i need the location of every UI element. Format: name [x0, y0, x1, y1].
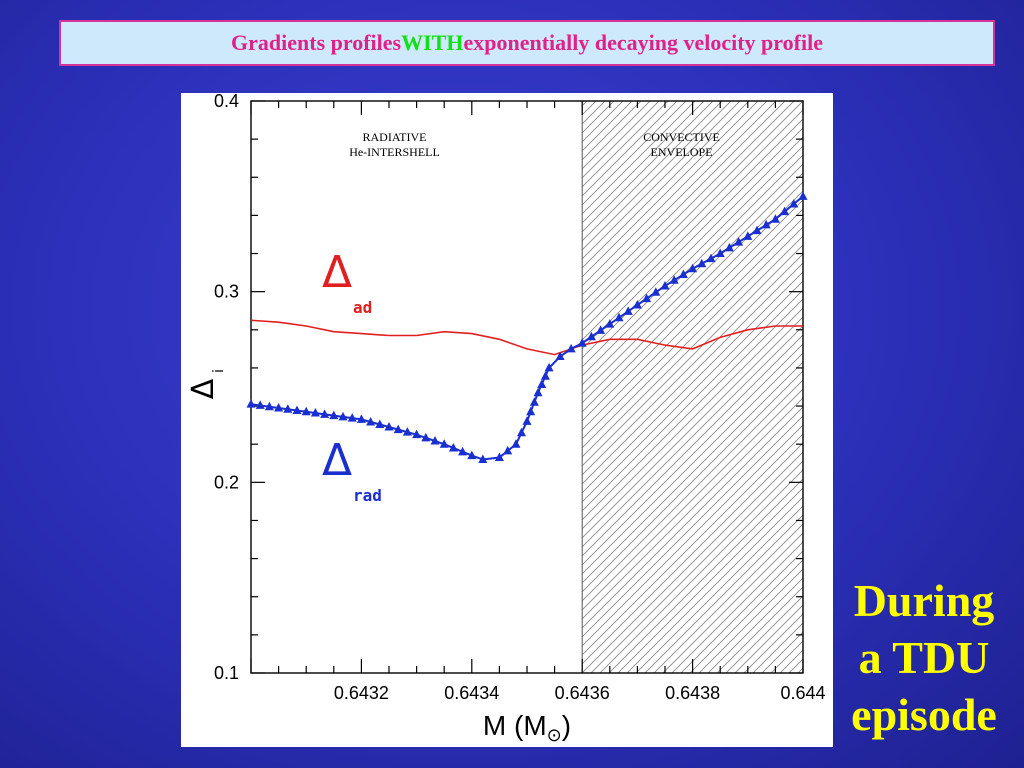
data-point-rad [467, 450, 477, 460]
data-point-rad [516, 427, 526, 437]
x-tick-label: 0.6436 [555, 683, 610, 703]
data-point-rad [338, 411, 348, 421]
label-rad-sub: rad [353, 486, 382, 505]
region-label: ENVELOPE [651, 145, 713, 159]
title-text-part2: exponentially decaying velocity profile [463, 30, 823, 55]
data-point-rad [533, 387, 543, 397]
series-line-ad [250, 319, 803, 356]
caption-line-2: a TDU [858, 632, 990, 683]
data-point-rad [715, 248, 725, 258]
slide-title: Gradients profiles WITH exponentially de… [59, 20, 995, 66]
x-tick-label: 0.6434 [444, 683, 499, 703]
caption-line-1: During [853, 575, 995, 626]
y-tick-label: 0.4 [214, 93, 239, 111]
data-point-rad [356, 414, 366, 423]
data-point-rad [320, 409, 330, 418]
region-label: He-INTERSHELL [349, 145, 440, 159]
data-point-rad [494, 452, 504, 462]
data-point-rad [347, 413, 357, 422]
data-point-rad [384, 422, 394, 431]
data-point-rad [301, 406, 311, 416]
data-point-rad [761, 219, 771, 229]
data-point-rad [566, 343, 576, 353]
data-point-rad [439, 439, 449, 448]
data-point-rad [478, 454, 488, 463]
y-tick-label: 0.1 [214, 663, 239, 683]
label-ad-sub: ad [353, 298, 372, 317]
data-point-rad [651, 287, 661, 296]
data-point-rad [669, 275, 679, 284]
data-point-rad [375, 419, 385, 428]
data-point-rad [448, 443, 458, 452]
data-point-rad [522, 416, 532, 425]
data-point-rad [283, 404, 293, 413]
data-point-rad [660, 280, 670, 290]
data-point-rad [724, 242, 734, 252]
series-line-rad [250, 195, 804, 461]
chart-panel: 0.6432 0.6434 0.6436 0.6438 0.644 0.1 0.2 0.3 0.… [181, 93, 833, 747]
data-point-rad [537, 379, 547, 388]
data-point-rad [458, 446, 468, 456]
title-text-part1: Gradients profiles [231, 30, 402, 55]
data-point-rad [614, 312, 624, 322]
data-point-rad [402, 427, 412, 436]
convective-region-hatch [582, 101, 803, 673]
data-point-rad [632, 300, 642, 309]
data-point-rad [274, 402, 284, 412]
data-point-rad [246, 399, 256, 408]
y-axis-label-sub: i [211, 369, 227, 373]
data-point-rad [752, 225, 762, 235]
data-point-rad [393, 424, 403, 434]
data-point-rad [697, 258, 707, 268]
data-point-rad [596, 325, 606, 334]
data-point-rad [678, 269, 688, 279]
data-point-rad [577, 338, 587, 347]
y-tick-label: 0.3 [214, 282, 239, 302]
data-point-rad [292, 405, 302, 415]
label-rad-symbol: Δ [322, 435, 352, 486]
x-tick-label: 0.6438 [665, 683, 720, 703]
title-highlight: WITH [401, 30, 464, 55]
data-point-rad [798, 191, 808, 200]
data-point-rad [430, 436, 440, 445]
data-point-rad [780, 206, 790, 216]
data-point-rad [770, 214, 780, 223]
y-axis-label-symbol: Δ [186, 378, 221, 399]
x-tick-label: 0.644 [780, 683, 825, 703]
data-point-rad [642, 293, 652, 303]
gradient-profile-chart: 0.6432 0.6434 0.6436 0.6438 0.644 0.1 0.2 0.3 0.… [186, 93, 826, 745]
data-point-rad [421, 432, 431, 442]
data-point-rad [511, 439, 521, 448]
y-axis-label: Δi [186, 369, 227, 399]
caption-line-3: episode [851, 689, 997, 740]
data-point-rad [743, 231, 753, 240]
data-point-rad [540, 371, 550, 380]
data-point-rad [503, 445, 513, 455]
data-point-rad [789, 198, 799, 208]
x-tick-label: 0.6432 [334, 683, 389, 703]
data-point-rad [412, 429, 422, 439]
data-point-rad [623, 306, 633, 315]
label-ad-symbol: Δ [322, 247, 352, 298]
data-point-rad [555, 351, 565, 360]
x-axis-label: M (M⊙) [483, 710, 571, 745]
data-point-rad [734, 237, 744, 246]
side-caption: During a TDU episode [836, 572, 1012, 743]
data-point-rad [329, 410, 339, 420]
data-point-rad [310, 408, 320, 417]
data-point-rad [264, 401, 274, 411]
data-point-rad [706, 253, 716, 263]
data-point-rad [544, 362, 554, 372]
data-point-rad [529, 397, 539, 406]
data-point-rad [605, 319, 615, 328]
region-label: CONVECTIVE [643, 130, 720, 144]
data-point-rad [526, 406, 536, 416]
data-point-rad [366, 416, 376, 426]
data-point-rad [586, 331, 596, 341]
data-point-rad [688, 263, 698, 273]
data-point-rad [255, 400, 265, 409]
y-tick-label: 0.2 [214, 472, 239, 492]
region-label: RADIATIVE [363, 130, 427, 144]
